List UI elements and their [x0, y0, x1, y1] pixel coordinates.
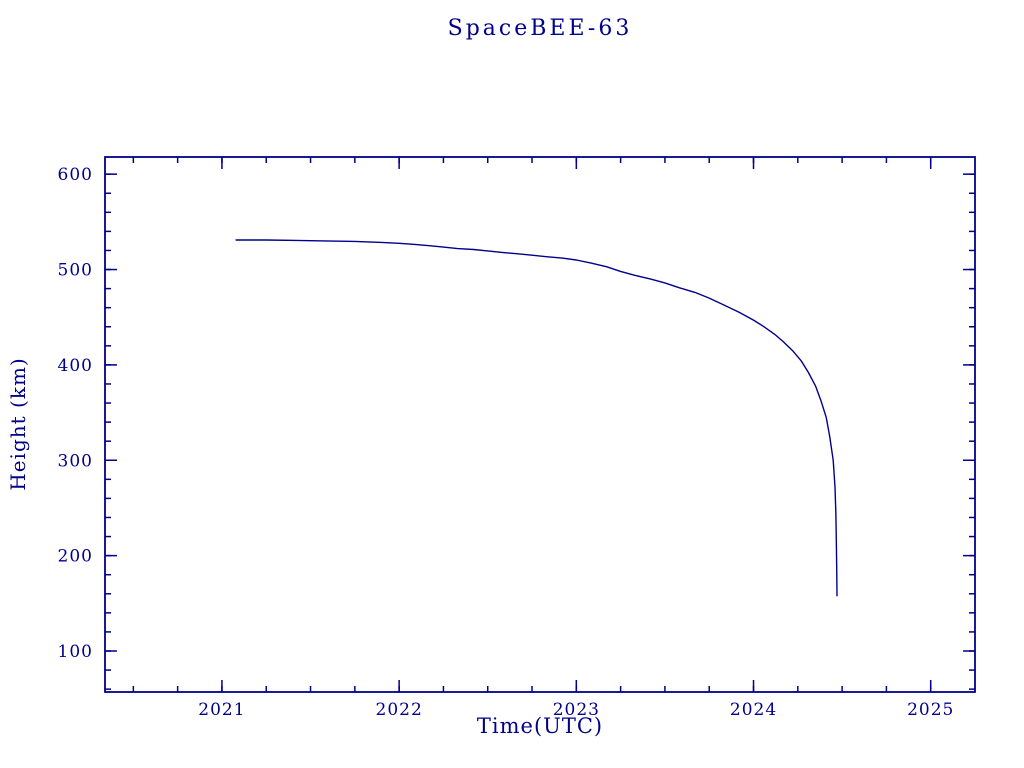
y-tick-label: 500 [58, 261, 93, 281]
x-tick-labels: 2021 2022 2023 2024 2025 [198, 700, 954, 720]
x-tick-label: 2023 [553, 700, 600, 720]
x-tick-label: 2021 [198, 700, 245, 720]
y-tick-labels: 100 200 300 400 500 600 [58, 165, 93, 662]
y-tick-label: 400 [58, 356, 93, 376]
y-tick-label: 600 [58, 165, 93, 185]
x-tick-label: 2022 [376, 700, 423, 720]
axis-ticks [105, 157, 975, 692]
x-axis-label: Time(UTC) [476, 714, 604, 738]
chart-title: SpaceBEE-63 [447, 16, 633, 41]
height-curve [235, 239, 838, 597]
x-tick-label: 2025 [907, 700, 954, 720]
plot-frame [104, 156, 976, 693]
x-tick-label: 2024 [730, 700, 777, 720]
y-tick-label: 100 [58, 642, 93, 662]
y-tick-label: 300 [58, 451, 93, 471]
y-tick-label: 200 [58, 547, 93, 567]
